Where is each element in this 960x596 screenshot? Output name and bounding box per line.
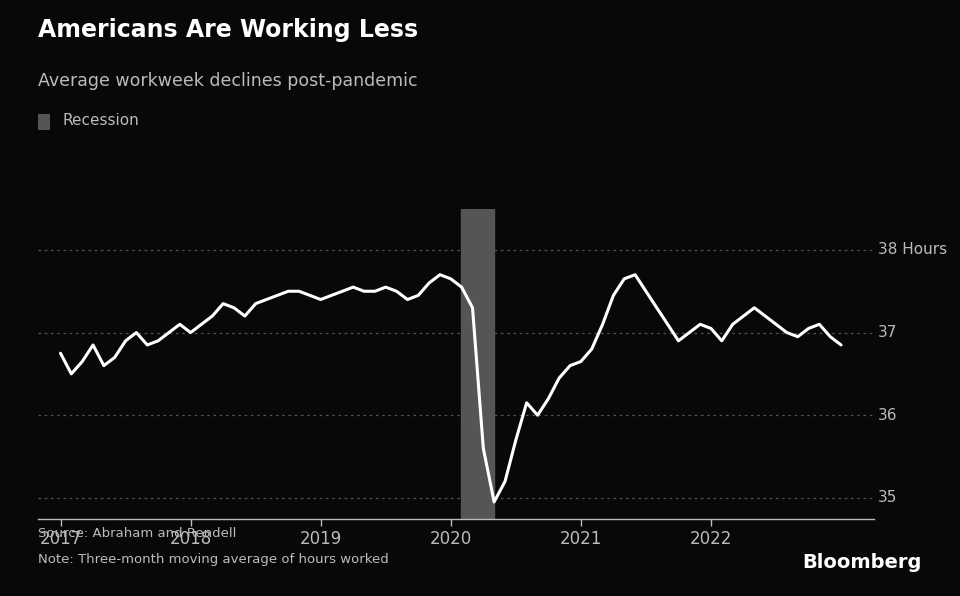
Text: Note: Three-month moving average of hours worked: Note: Three-month moving average of hour… bbox=[38, 553, 389, 566]
Text: Source: Abraham and Rendell: Source: Abraham and Rendell bbox=[38, 527, 237, 541]
Bar bbox=[461, 209, 493, 519]
Text: 35: 35 bbox=[877, 491, 898, 505]
Text: 37: 37 bbox=[877, 325, 898, 340]
Text: Americans Are Working Less: Americans Are Working Less bbox=[38, 18, 419, 42]
Text: Bloomberg: Bloomberg bbox=[803, 553, 922, 572]
Text: Average workweek declines post-pandemic: Average workweek declines post-pandemic bbox=[38, 72, 418, 89]
Text: 38 Hours: 38 Hours bbox=[877, 243, 947, 257]
Text: 36: 36 bbox=[877, 408, 898, 423]
Text: Recession: Recession bbox=[62, 113, 139, 129]
